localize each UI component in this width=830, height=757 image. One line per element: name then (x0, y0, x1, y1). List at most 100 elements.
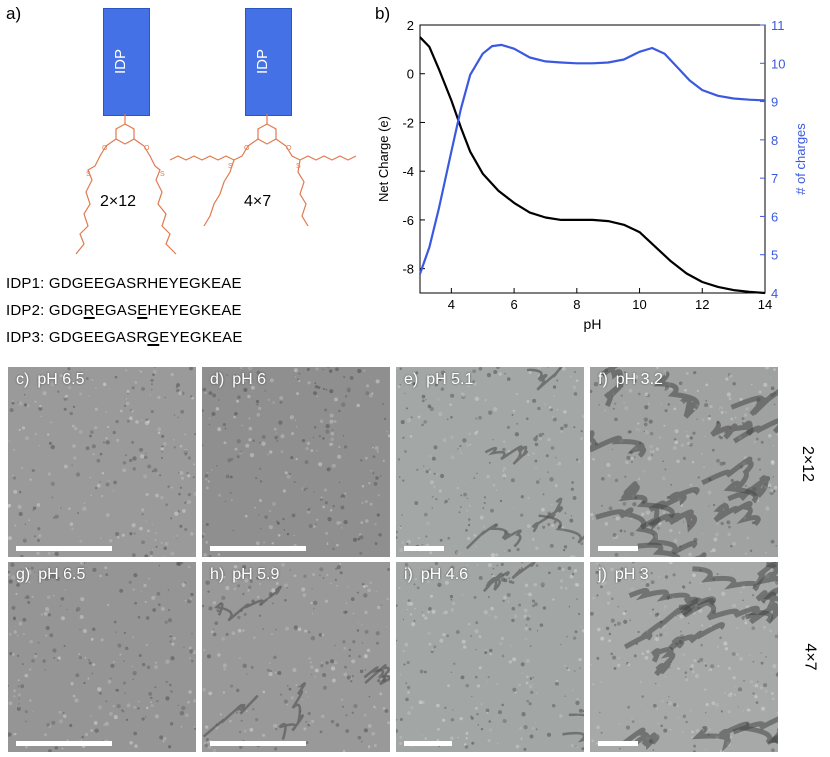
micrograph-tile: e) pH 5.1 (396, 367, 584, 557)
sequence-residues: EYEGKEAE (159, 329, 243, 346)
micrograph-texture (396, 562, 584, 751)
sequence-residues: GDGEEGASR (48, 329, 148, 346)
panel-b-letter: b) (375, 4, 391, 23)
x-tick-label: 12 (695, 297, 709, 312)
svg-text:O: O (244, 145, 250, 152)
y-right-tick-label: 6 (771, 209, 778, 224)
y-left-tick-label: -4 (402, 164, 414, 179)
micrograph-label: i) pH 4.6 (404, 566, 468, 584)
micrograph-tile: f) pH 3.2 (590, 367, 778, 557)
micrograph-texture (590, 367, 778, 557)
micrograph-panel-letter: d) (210, 371, 225, 388)
micrograph-panel-letter: e) (404, 371, 419, 388)
micrograph-texture (8, 367, 196, 557)
svg-text:S: S (160, 171, 165, 178)
y-right-tick-label: 11 (771, 18, 785, 33)
idp-box-2-label: IDP (254, 48, 272, 75)
svg-text:S: S (296, 163, 301, 170)
y-axis-right-label: # of charges (793, 123, 808, 195)
micrograph-ph-label: pH 5.1 (426, 371, 474, 388)
micrograph-ph-label: pH 3.2 (615, 371, 663, 388)
x-tick-label: 14 (758, 297, 772, 312)
svg-text:S: S (86, 171, 91, 178)
tail-label-1: 2×12 (100, 193, 137, 210)
svg-text:O: O (286, 145, 292, 152)
micrograph-panel-letter: h) (210, 566, 225, 583)
micrograph-ph-label: pH 6 (232, 371, 267, 388)
micrograph-panel-letter: f) (598, 371, 608, 388)
scale-bar (404, 741, 452, 746)
micrograph-tile: d) pH 6 (202, 367, 390, 557)
scale-bar (210, 741, 306, 746)
svg-text:O: O (144, 145, 150, 152)
micrograph-tile: i) pH 4.6 (396, 562, 584, 752)
svg-text:S: S (228, 163, 233, 170)
sequence-name: IDP2: (6, 302, 45, 319)
micrograph-tile: h) pH 5.9 (202, 562, 390, 752)
micrograph-ph-label: pH 6.5 (38, 566, 86, 583)
y-right-tick-label: 4 (771, 286, 778, 301)
sequence-residues: EGAS (94, 302, 138, 319)
y-right-tick-label: 10 (771, 56, 785, 71)
y-right-tick-label: 8 (771, 133, 778, 148)
y-left-tick-label: -6 (402, 213, 414, 228)
scale-bar (210, 546, 306, 551)
micrograph-tile: c) pH 6.5 (8, 367, 196, 557)
micrograph-texture (396, 367, 584, 557)
micrograph-label: e) pH 5.1 (404, 371, 473, 389)
idp-box-1-label: IDP (112, 48, 130, 75)
micrograph-label: f) pH 3.2 (598, 371, 663, 389)
micrograph-label: c) pH 6.5 (16, 371, 84, 389)
tail-label-2: 4×7 (244, 193, 272, 210)
sequence-residues: HEYEGKEAE (147, 302, 242, 319)
sequence-name: IDP3: (6, 329, 45, 346)
micrograph-ph-label: pH 6.5 (37, 371, 85, 388)
micrograph-ph-label: pH 4.6 (420, 566, 469, 583)
mutated-residue: R (83, 302, 95, 319)
mutated-residue: E (137, 302, 148, 319)
scale-bar (404, 546, 444, 551)
micrograph-panel-letter: j) (598, 566, 607, 583)
lipid-tails-drawing: O O S S O O S S (75, 114, 357, 255)
y-left-tick-label: 0 (407, 67, 414, 82)
y-right-tick-label: 9 (771, 95, 778, 110)
sequence-idp1: IDP1: GDGEEGASRHEYEGKEAE (6, 275, 242, 292)
micrograph-tile: j) pH 3 (590, 562, 778, 752)
micrograph-ph-label: pH 3 (614, 566, 649, 583)
sequence-idp2: IDP2: GDGREGASEHEYEGKEAE (6, 302, 242, 319)
micrograph-ph-label: pH 5.9 (232, 566, 280, 583)
idp-box-1: IDP (103, 8, 150, 116)
row-label-2x12: 2×12 (799, 445, 817, 483)
x-tick-label: 4 (448, 297, 455, 312)
x-tick-label: 8 (573, 297, 580, 312)
y-axis-left-label: Net Charge (e) (376, 116, 391, 202)
row-label-4x7: 4×7 (801, 643, 819, 671)
panel-a-letter: a) (6, 4, 22, 23)
scale-bar (16, 546, 112, 551)
mutated-residue: G (147, 329, 160, 346)
micrograph-tile: g) pH 6.5 (8, 562, 196, 752)
micrograph-label: g) pH 6.5 (16, 566, 85, 584)
y-right-tick-label: 7 (771, 171, 778, 186)
scale-bar (16, 741, 112, 746)
sequence-name: IDP1: (6, 275, 45, 292)
x-tick-label: 6 (510, 297, 517, 312)
micrograph-texture (202, 367, 390, 557)
y-right-tick-label: 5 (771, 248, 778, 263)
idp-box-2: IDP (245, 8, 292, 116)
sequence-idp3: IDP3: GDGEEGASRGEYEGKEAE (6, 329, 243, 346)
micrograph-panel-letter: i) (404, 566, 413, 583)
y-left-tick-label: -2 (402, 115, 414, 130)
charge-count-line (418, 43, 766, 275)
y-left-tick-label: -8 (402, 262, 414, 277)
scale-bar (598, 741, 638, 746)
sequence-residues: GDGEEGASRHEYEGKEAE (48, 275, 242, 292)
micrograph-texture (8, 562, 196, 752)
micrograph-panel-letter: c) (16, 371, 30, 388)
x-tick-label: 10 (632, 297, 646, 312)
svg-text:O: O (102, 145, 108, 152)
micrograph-texture (202, 562, 390, 752)
micrograph-panel-letter: g) (16, 566, 31, 583)
micrograph-texture (590, 562, 778, 752)
micrograph-label: h) pH 5.9 (210, 566, 279, 584)
